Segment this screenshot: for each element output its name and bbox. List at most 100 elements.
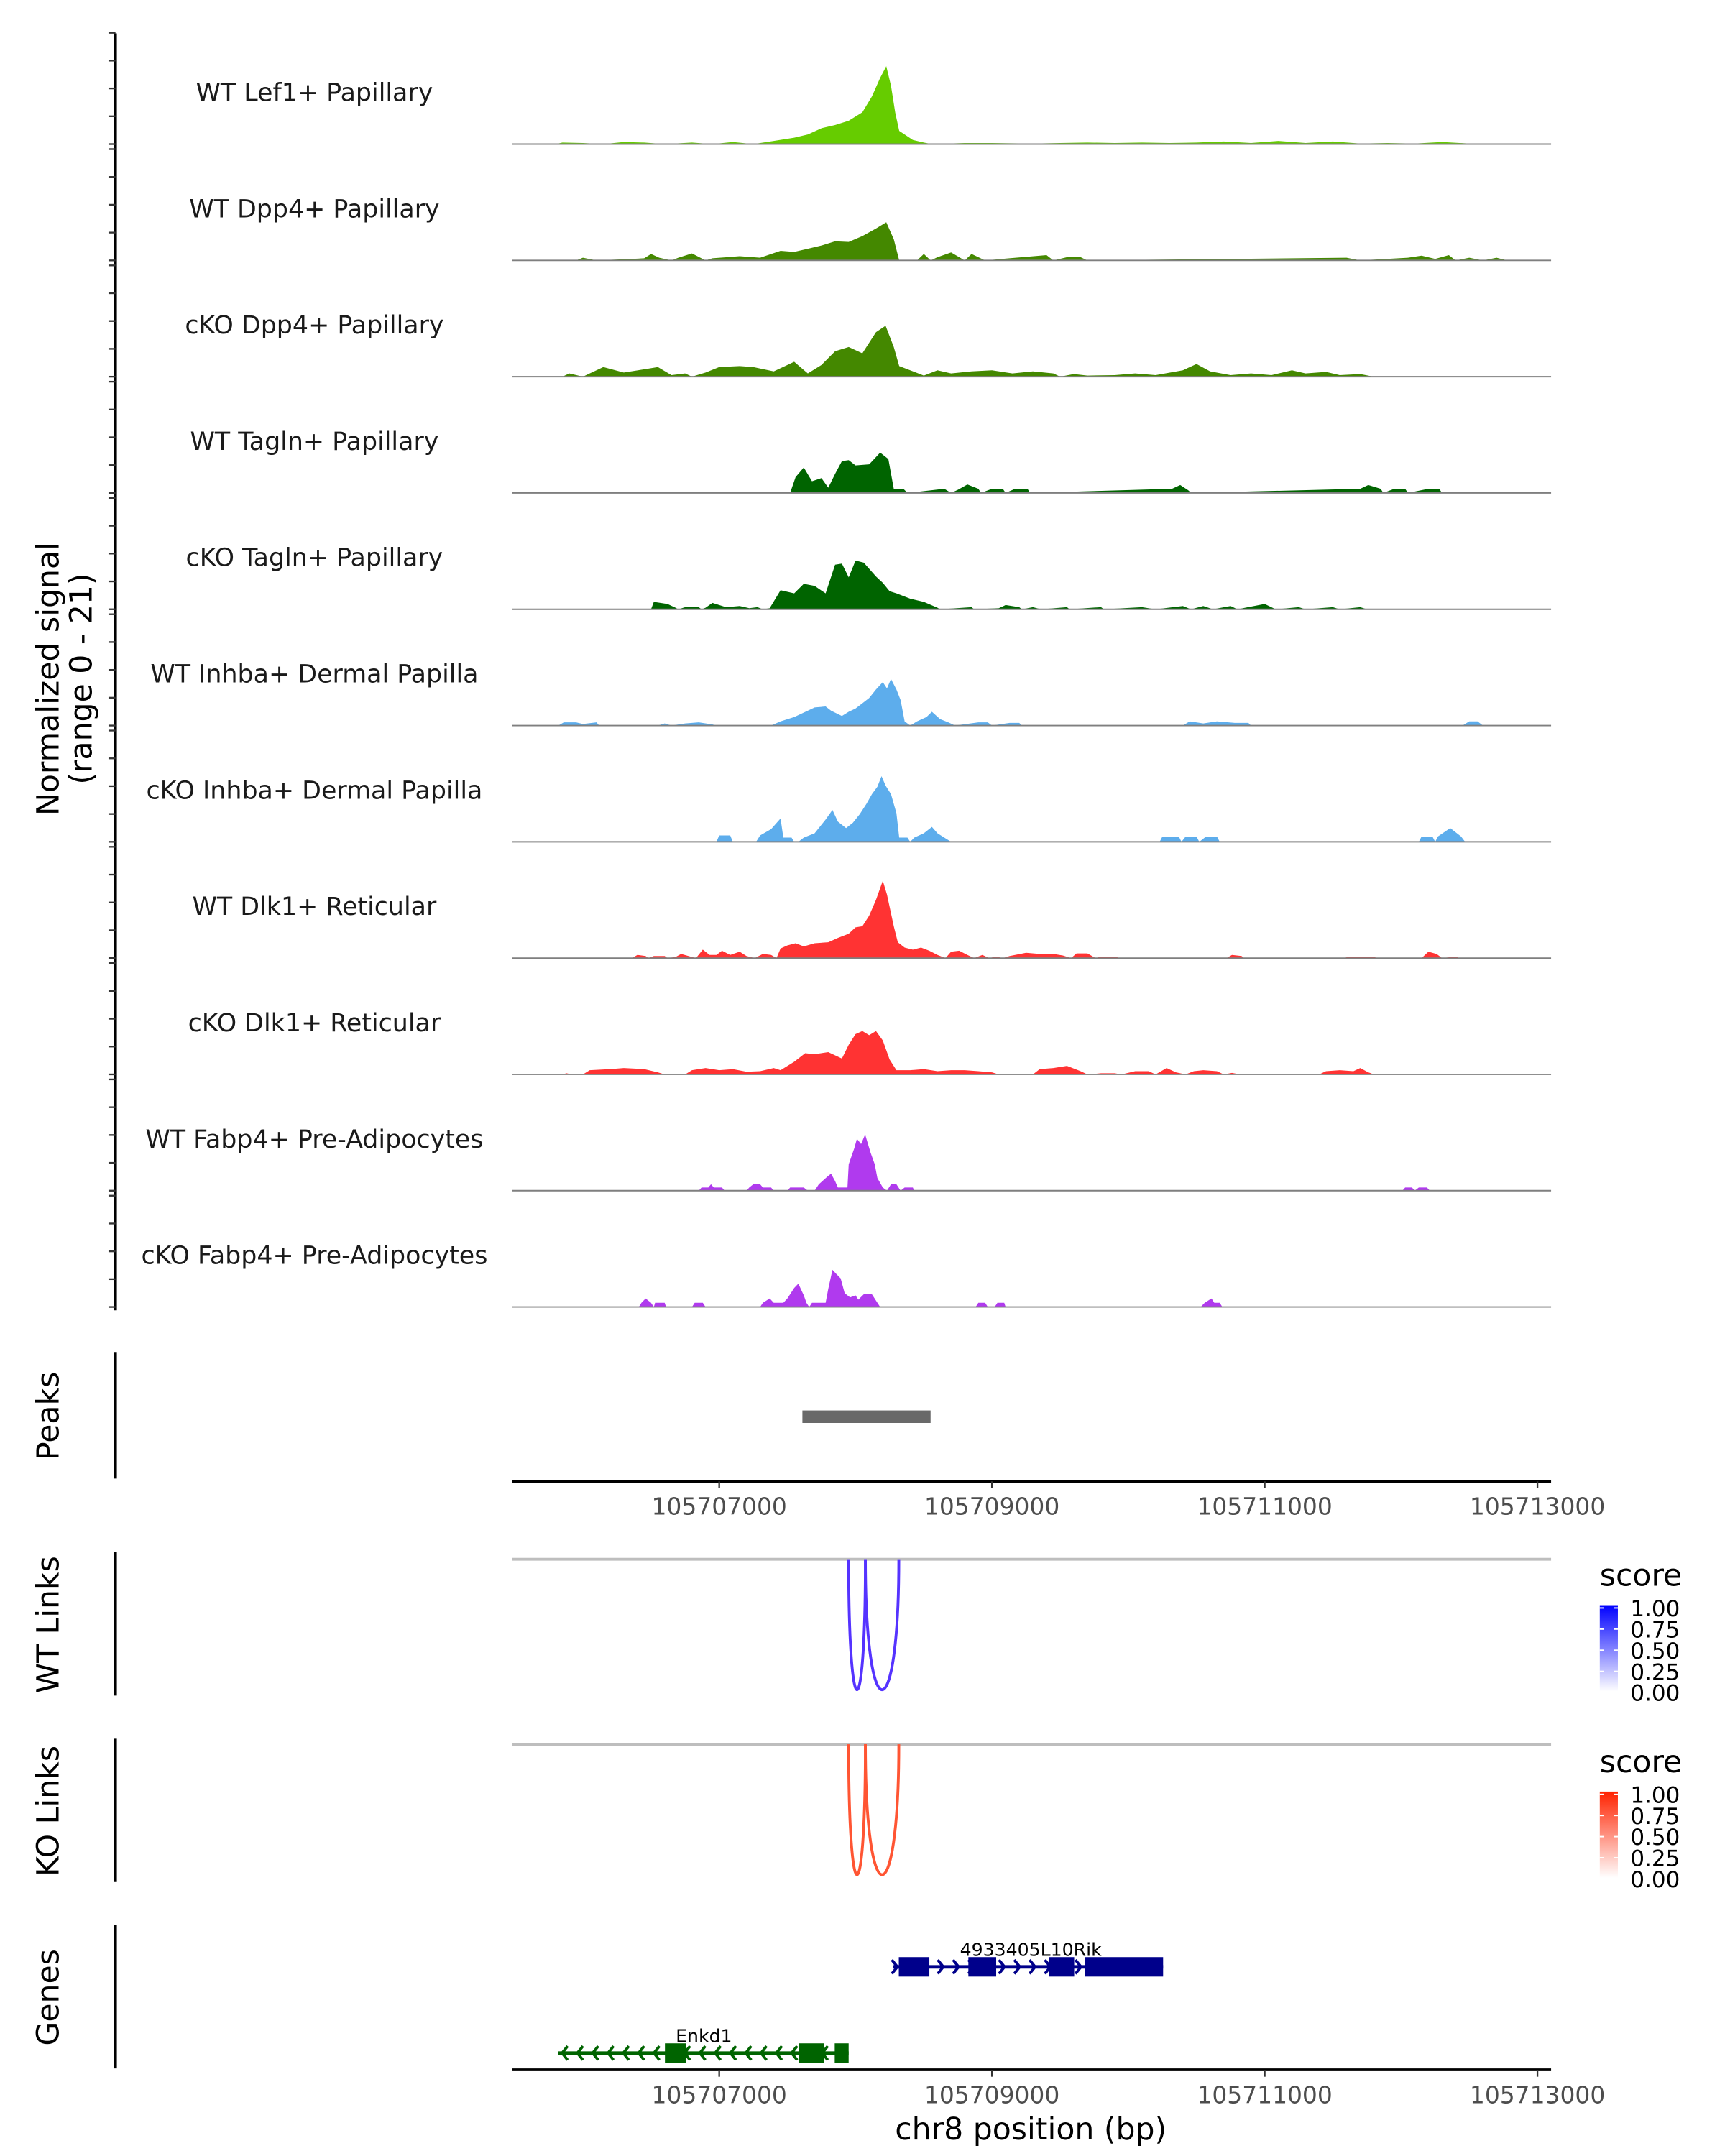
strand-arrow-right-icon (1074, 1958, 1083, 1975)
track-label: cKO Dlk1+ Reticular (188, 1009, 441, 1038)
strand-arrow-right-icon (937, 1958, 945, 1975)
link-arc (847, 1744, 867, 1876)
strand-arrow-right-icon (891, 1958, 900, 1975)
link-arc (847, 1559, 867, 1691)
wt-links-legend: score 1.000.750.500.250.00 (1599, 1557, 1682, 1707)
gene-exon (834, 2043, 849, 2063)
coverage-track: WT Dlk1+ Reticular (193, 880, 1552, 959)
legend-tick-label: 0.75 (1630, 1804, 1680, 1830)
genes-track: 4933405L10Rik Enkd1 (558, 1939, 1164, 2063)
x-axis-upper: 105707000 105709000 105711000 105713000 (512, 1480, 1605, 1521)
ko-links-legend: score 1.000.750.500.250.00 (1599, 1744, 1682, 1893)
strand-arrow-left-icon (621, 2045, 630, 2061)
coverage-area (716, 776, 1466, 842)
legend-tick-label: 1.00 (1630, 1782, 1680, 1808)
coverage-area (558, 678, 1484, 726)
coverage-tracks: WT Lef1+ Papillary WT Dpp4+ Papillary cKO … (141, 66, 1552, 1308)
gene-exon (898, 1957, 930, 1977)
coverage-area (556, 66, 1490, 144)
coverage-track: cKO Fabp4+ Pre-Adipocytes (141, 1242, 1552, 1308)
legend-tick-label: 0.50 (1630, 1825, 1680, 1851)
peaks-track (802, 1410, 931, 1423)
x-tick-label: 105709000 (924, 2081, 1059, 2109)
y-axis-title-line1: Normalized signal (30, 542, 66, 816)
strand-arrow-left-icon (575, 2045, 584, 2061)
gene-model: Enkd1 (558, 2025, 849, 2063)
gene-exon (1049, 1957, 1075, 1977)
track-label: WT Lef1+ Papillary (196, 79, 433, 108)
legend-tick-label: 0.25 (1630, 1846, 1680, 1872)
wt-legend-colorbar (1599, 1605, 1618, 1692)
x-tick-label: 105707000 (651, 2081, 786, 2109)
strand-arrow-left-icon (591, 2045, 599, 2061)
track-label: WT Fabp4+ Pre-Adipocytes (145, 1125, 483, 1154)
strand-arrow-left-icon (713, 2045, 722, 2061)
wt-legend-title: score (1600, 1557, 1682, 1593)
coverage-track: WT Lef1+ Papillary (196, 66, 1552, 145)
legend-tick-label: 0.25 (1630, 1659, 1680, 1685)
coverage-area (562, 1031, 1374, 1074)
x-tick-label: 105711000 (1197, 2081, 1332, 2109)
x-tick-label: 105707000 (651, 1493, 786, 1521)
x-axis-title: chr8 position (bp) (895, 2111, 1167, 2147)
link-arc (864, 1559, 901, 1692)
x-tick-label: 105709000 (924, 1493, 1059, 1521)
strand-arrow-left-icon (774, 2045, 783, 2061)
strand-arrow-left-icon (606, 2045, 615, 2061)
x-tick-label: 105713000 (1470, 2081, 1605, 2109)
strand-arrow-left-icon (744, 2045, 753, 2061)
coverage-area (638, 1269, 1223, 1307)
coverage-area (632, 880, 1460, 959)
track-label: WT Tagln+ Papillary (190, 428, 438, 456)
peaks-track-label: Peaks (30, 1372, 66, 1460)
strand-arrow-left-icon (636, 2045, 645, 2061)
ko-legend-title: score (1600, 1744, 1682, 1780)
gene-exon (1085, 1957, 1164, 1977)
coverage-area (650, 561, 1367, 609)
gene-label: Enkd1 (676, 2025, 732, 2046)
coverage-track: cKO Dlk1+ Reticular (188, 1009, 1552, 1075)
coverage-track: cKO Inhba+ Dermal Papilla (146, 776, 1552, 843)
ko-legend-colorbar (1599, 1791, 1618, 1878)
y-axis-title-line2: (range 0 - 21) (64, 573, 100, 784)
strand-arrow-right-icon (1028, 1958, 1037, 1975)
coverage-track: WT Inhba+ Dermal Papilla (150, 660, 1552, 727)
strand-arrow-left-icon (698, 2045, 707, 2061)
x-axis-lower: 105707000 105709000 105711000 105713000 (512, 2068, 1605, 2109)
gene-exon (968, 1957, 997, 1977)
peak-region (802, 1410, 931, 1423)
strand-arrow-left-icon (789, 2045, 799, 2061)
wt-links-track-label: WT Links (30, 1556, 66, 1693)
track-label: WT Dlk1+ Reticular (193, 893, 437, 921)
legend-tick-label: 1.00 (1630, 1596, 1680, 1622)
gene-exon (799, 2043, 824, 2063)
track-label: cKO Inhba+ Dermal Papilla (146, 776, 482, 805)
track-label: cKO Dpp4+ Papillary (185, 311, 443, 340)
coverage-area (790, 452, 1443, 493)
legend-tick-label: 0.50 (1630, 1639, 1680, 1664)
coverage-track: WT Fabp4+ Pre-Adipocytes (145, 1125, 1552, 1192)
x-tick-label: 105713000 (1470, 1493, 1605, 1521)
strand-arrow-right-icon (952, 1958, 961, 1975)
gene-exon (665, 2043, 686, 2063)
strand-arrow-left-icon (759, 2045, 768, 2061)
strand-arrow-left-icon (728, 2045, 737, 2061)
legend-tick-label: 0.75 (1630, 1617, 1680, 1643)
coverage-track: WT Tagln+ Papillary (190, 428, 1552, 494)
coverage-track: WT Dpp4+ Papillary (189, 195, 1552, 262)
strand-arrow-left-icon (652, 2045, 661, 2061)
link-arc (864, 1744, 901, 1876)
ko-links-track (512, 1743, 1552, 1876)
x-tick-label: 105711000 (1197, 1493, 1332, 1521)
coverage-track: cKO Tagln+ Papillary (186, 544, 1552, 610)
gene-label: 4933405L10Rik (960, 1939, 1103, 1960)
track-label: WT Dpp4+ Papillary (189, 195, 439, 224)
coverage-area (562, 326, 1374, 377)
coverage-track: cKO Dpp4+ Papillary (185, 311, 1552, 378)
strand-arrow-right-icon (1013, 1958, 1022, 1975)
gene-model: 4933405L10Rik (891, 1939, 1164, 1977)
strand-arrow-left-icon (560, 2045, 569, 2061)
track-label: WT Inhba+ Dermal Papilla (150, 660, 478, 689)
ko-links-track-label: KO Links (30, 1746, 66, 1876)
